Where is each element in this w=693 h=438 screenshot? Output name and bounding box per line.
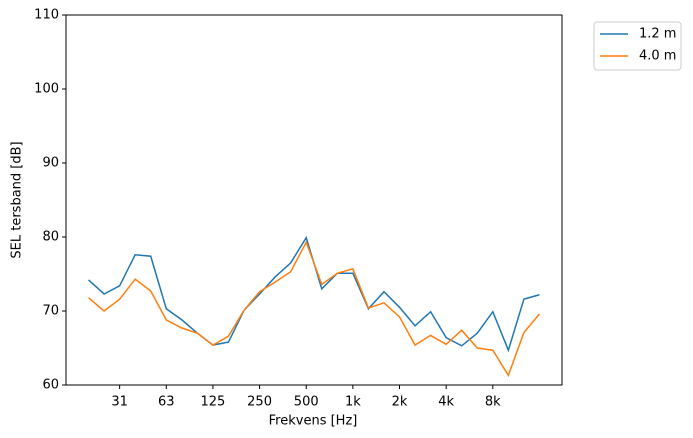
y-tick-label: 100 — [34, 82, 59, 97]
y-tick-label: 70 — [42, 304, 59, 319]
y-tick-label: 110 — [34, 8, 59, 23]
line-series — [88, 235, 540, 353]
legend-label: 4.0 m — [639, 49, 676, 64]
legend-label: 1.2 m — [639, 27, 676, 42]
x-tick-label: 63 — [158, 395, 175, 410]
x-axis-label: Frekvens [Hz] — [269, 414, 358, 429]
x-tick-label: 250 — [247, 395, 272, 410]
x-tick-label: 1k — [345, 395, 361, 410]
y-tick-label: 90 — [42, 156, 59, 171]
y-tick-label: 80 — [42, 230, 59, 245]
x-tick-label: 2k — [392, 395, 408, 410]
y-tick-label: 60 — [42, 378, 59, 393]
plot-frame — [65, 14, 563, 386]
x-tick-label: 8k — [485, 395, 501, 410]
y-axis-label: SEL tersband [dB] — [10, 141, 25, 258]
x-tick-label: 500 — [294, 395, 319, 410]
x-tick-label: 4k — [438, 395, 454, 410]
line-series — [88, 240, 541, 378]
x-tick-label: 125 — [201, 395, 226, 410]
x-tick-label: 31 — [111, 395, 128, 410]
